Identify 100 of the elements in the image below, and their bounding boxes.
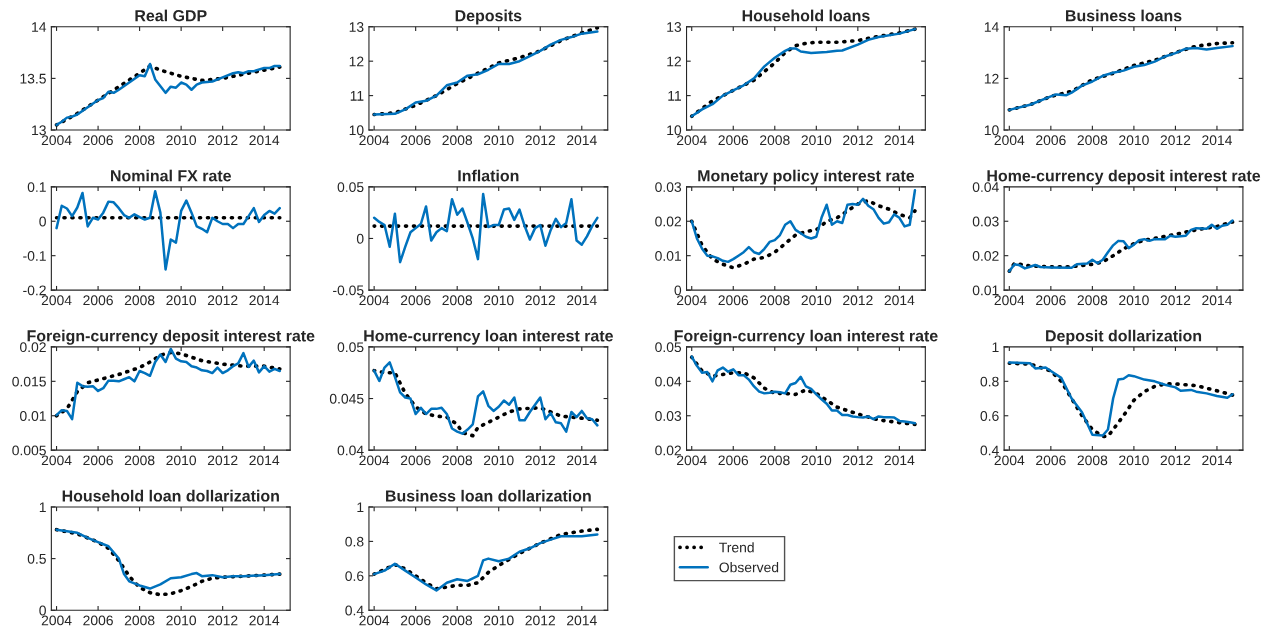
y-tick-label: 0.01 bbox=[972, 285, 999, 296]
x-tick-label: 2014 bbox=[1202, 455, 1232, 466]
x-tick-label: 2012 bbox=[525, 455, 556, 466]
x-tick-label: 2012 bbox=[843, 135, 873, 146]
x-tick-label: 2014 bbox=[1202, 135, 1232, 146]
chart-title: Deposits bbox=[455, 9, 522, 25]
x-tick-label: 2006 bbox=[83, 455, 113, 466]
x-tick-label: 2014 bbox=[567, 455, 597, 466]
chart-title: Deposit dollarization bbox=[1046, 329, 1202, 345]
x-tick-label: 2014 bbox=[249, 295, 280, 306]
y-tick-label: 0.4 bbox=[980, 445, 999, 456]
x-tick-label: 2012 bbox=[1160, 135, 1191, 146]
x-tick-label: 2006 bbox=[400, 295, 431, 306]
x-tick-label: 2004 bbox=[676, 295, 707, 306]
y-tick-label: 0.8 bbox=[980, 376, 999, 387]
y-tick-label: 12 bbox=[349, 56, 364, 67]
y-tick-label: 0.6 bbox=[980, 411, 999, 421]
x-tick-label: 2014 bbox=[567, 615, 597, 626]
x-tick-label: 2006 bbox=[400, 615, 431, 626]
x-tick-label: 2010 bbox=[483, 615, 514, 626]
chart-title: Business loan dollarization bbox=[386, 489, 591, 502]
x-tick-label: 2006 bbox=[83, 615, 113, 626]
x-tick-label: 2014 bbox=[567, 295, 597, 306]
x-tick-label: 2006 bbox=[1036, 455, 1066, 466]
x-tick-label: 2004 bbox=[41, 455, 72, 466]
x-tick-label: 2012 bbox=[843, 295, 873, 306]
y-tick-label: 13 bbox=[667, 22, 682, 32]
x-tick-label: 2012 bbox=[1160, 295, 1191, 306]
y-tick-label: 14 bbox=[984, 22, 999, 32]
y-tick-label: 0.04 bbox=[337, 445, 364, 456]
x-tick-label: 2006 bbox=[1036, 135, 1066, 146]
x-tick-label: 2006 bbox=[400, 135, 431, 146]
x-tick-label: 2008 bbox=[124, 455, 155, 466]
x-tick-label: 2010 bbox=[483, 135, 514, 146]
line-series bbox=[690, 189, 917, 264]
y-tick-label: 0.02 bbox=[972, 251, 999, 261]
x-tick-label: 2010 bbox=[483, 455, 514, 466]
chart-title: Monetary policy interest rate bbox=[698, 169, 915, 185]
y-tick-label: 0.8 bbox=[345, 536, 364, 547]
chart-title: Business loans bbox=[1066, 9, 1182, 22]
x-tick-label: 2012 bbox=[207, 615, 238, 626]
x-tick-label: 2004 bbox=[994, 135, 1025, 146]
y-tick-label: 13 bbox=[32, 125, 46, 136]
x-tick-label: 2010 bbox=[1119, 295, 1149, 306]
x-tick-label: 2014 bbox=[884, 135, 915, 146]
x-tick-label: 2010 bbox=[483, 295, 514, 306]
x-tick-label: 2012 bbox=[843, 455, 873, 466]
y-tick-label: 0 bbox=[674, 285, 682, 296]
x-tick-label: 2004 bbox=[359, 135, 390, 146]
x-tick-label: 2008 bbox=[442, 615, 473, 626]
legend-label: Observed bbox=[719, 562, 779, 573]
x-tick-label: 2008 bbox=[442, 135, 473, 146]
x-tick-label: 2008 bbox=[760, 455, 790, 466]
y-tick-label: 0.4 bbox=[345, 605, 364, 616]
y-tick-label: -0.05 bbox=[333, 285, 364, 296]
x-tick-label: 2010 bbox=[801, 455, 832, 466]
x-tick-label: 2010 bbox=[801, 135, 832, 146]
y-tick-label: -0.1 bbox=[23, 251, 46, 261]
y-tick-label: 13.5 bbox=[20, 73, 46, 84]
y-tick-label: 14 bbox=[32, 22, 47, 32]
x-tick-label: 2006 bbox=[718, 295, 749, 306]
chart-title: Inflation bbox=[458, 169, 519, 182]
x-tick-label: 2014 bbox=[249, 615, 280, 626]
line-series bbox=[372, 192, 599, 264]
x-tick-label: 2014 bbox=[249, 135, 280, 146]
y-tick-label: 0.03 bbox=[655, 411, 682, 421]
y-tick-label: 0.03 bbox=[972, 216, 999, 227]
x-tick-label: 2004 bbox=[41, 615, 72, 626]
y-tick-label: 0.005 bbox=[12, 445, 46, 456]
x-tick-label: 2004 bbox=[676, 455, 707, 466]
x-tick-label: 2014 bbox=[884, 455, 915, 466]
x-tick-label: 2006 bbox=[718, 135, 749, 146]
x-tick-label: 2010 bbox=[166, 135, 197, 146]
x-tick-label: 2008 bbox=[442, 455, 473, 466]
x-tick-label: 2012 bbox=[1160, 455, 1191, 466]
x-tick-label: 2014 bbox=[249, 455, 280, 466]
y-tick-label: 1 bbox=[992, 342, 999, 352]
y-tick-label: 0.04 bbox=[655, 376, 682, 387]
chart-title: Household loans bbox=[742, 9, 870, 22]
x-tick-label: 2014 bbox=[567, 135, 597, 146]
x-tick-label: 2012 bbox=[525, 135, 556, 146]
x-tick-label: 2006 bbox=[83, 135, 113, 146]
line-series bbox=[55, 190, 282, 271]
x-tick-label: 2008 bbox=[124, 615, 155, 626]
y-tick-label: 10 bbox=[667, 125, 682, 136]
x-tick-label: 2004 bbox=[994, 455, 1025, 466]
y-tick-label: 0.015 bbox=[12, 376, 46, 387]
x-tick-label: 2006 bbox=[400, 455, 431, 466]
x-tick-label: 2008 bbox=[442, 295, 473, 306]
y-tick-label: 0.03 bbox=[655, 182, 682, 192]
chart-title: Real GDP bbox=[135, 9, 207, 22]
line-series bbox=[689, 198, 917, 270]
y-tick-label: 12 bbox=[667, 56, 681, 67]
x-tick-label: 2010 bbox=[801, 295, 832, 306]
chart-title: Home-currency loan interest rate bbox=[364, 329, 613, 345]
y-tick-label: 0.02 bbox=[655, 445, 681, 456]
x-tick-label: 2010 bbox=[1119, 135, 1149, 146]
y-tick-label: 13 bbox=[349, 22, 364, 32]
x-tick-label: 2008 bbox=[760, 135, 790, 146]
y-tick-label: 0 bbox=[356, 233, 364, 244]
